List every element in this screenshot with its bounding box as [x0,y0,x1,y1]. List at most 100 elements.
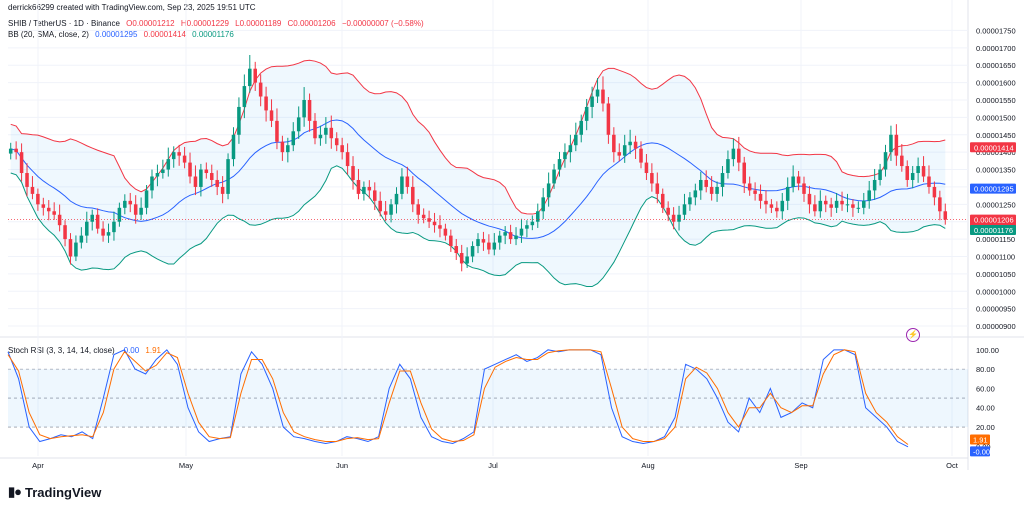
candle-body [421,214,426,219]
price-tick-label: 0.00001700 [976,44,1016,53]
candle-body [394,193,399,205]
candle-body [688,197,692,205]
rsi-band-fill [8,369,968,428]
candle-body [905,166,910,180]
credit-line: derrick66299 created with TradingView.co… [8,3,256,12]
candle-body [231,134,236,160]
candle-body [46,207,51,212]
bb-lower-value: 0.00001176 [192,30,234,39]
rsi-d-value: 1.91 [145,346,161,355]
rsi-tick-label: 60.00 [976,384,995,393]
candle-body [383,211,388,215]
time-tick-label: Sep [794,461,807,470]
candle-body [601,89,605,104]
candle-body [780,200,785,212]
candle-body [829,204,833,208]
candle-body [226,159,230,194]
candle-body [166,159,171,170]
candle-body [622,145,627,156]
ohlc-high: H0.00001229 [180,19,229,28]
candle-body [563,152,567,160]
rsi-tick-label: 100.00 [976,346,999,355]
candle-body [52,211,56,215]
candle-body [248,68,252,87]
ohlc-open: O0.00001212 [126,19,175,28]
rsi-legend: Stoch RSI (3, 3, 14, 14, close) -0.00 1.… [8,346,165,355]
candle-body [302,99,306,118]
rsi-tick-label: 20.00 [976,423,995,432]
basis-tag: 0.00001295 [974,185,1014,194]
candle-body [807,193,812,205]
symbol-name: SHIB / TetherUS · 1D · Binance [8,19,120,28]
candle-body [264,96,268,111]
candle-body [128,200,133,205]
candle-body [8,148,13,154]
candle-body [726,159,730,174]
candle-body [481,239,486,243]
candle-body [275,120,279,142]
candle-body [449,235,453,247]
candle-body [237,106,241,135]
candle-body [492,242,497,250]
candle-body [731,148,736,160]
tradingview-logo[interactable]: ▮● TradingView [8,484,101,500]
candle-body [802,183,806,194]
candle-body [286,145,290,153]
candle-body [590,96,594,107]
candle-body [372,190,377,201]
candle-body [427,218,431,222]
candle-body [867,190,871,201]
candle-body [660,193,665,208]
candle-body [313,120,317,139]
ohlc-change: −0.00000007 (−0.58%) [341,19,424,28]
candle-body [851,204,855,208]
candle-body [742,162,747,184]
candle-body [41,204,46,208]
candle-body [530,221,535,226]
candle-body [367,186,372,191]
candle-body [242,86,247,107]
candle-body [177,152,181,156]
candle-body [329,127,334,139]
candle-body [628,141,632,146]
candle-body [872,179,877,191]
candle-body [921,166,926,177]
candle-body [459,253,464,264]
candle-body [204,169,209,174]
price-tick-label: 0.00001750 [976,26,1016,35]
price-tick-label: 0.00001050 [976,270,1016,279]
candle-body [378,200,382,212]
candle-body [823,200,828,205]
candle-body [720,173,725,187]
candle-body [775,207,779,212]
candle-body [704,179,708,187]
time-tick-label: Apr [32,461,44,470]
candle-body [487,242,491,250]
candle-body [356,179,361,194]
candle-body [840,200,844,205]
price-tick-label: 0.00000950 [976,305,1016,314]
ohlc-close: C0.00001206 [287,19,336,28]
candle-body [910,173,915,180]
candle-body [791,176,795,187]
price-tick-label: 0.00001350 [976,166,1016,175]
candle-body [497,235,502,243]
lightning-icon[interactable]: ⚡ [906,328,920,342]
candle-body [546,183,551,198]
candle-body [612,134,616,153]
rsi-tick-label: 40.00 [976,404,995,413]
candle-body [253,68,257,83]
candle-body [845,204,850,206]
candle-body [715,186,719,194]
candle-body [606,103,611,135]
candle-body [536,211,540,222]
rsi-d-tag-bg [970,434,990,445]
candle-body [334,138,339,146]
candle-body [916,166,920,174]
ohlc-low: L0.00001189 [235,19,282,28]
candle-body [519,228,524,236]
bb-upper-line [10,59,946,215]
time-tick-label: Aug [641,461,654,470]
candle-body [747,183,752,191]
